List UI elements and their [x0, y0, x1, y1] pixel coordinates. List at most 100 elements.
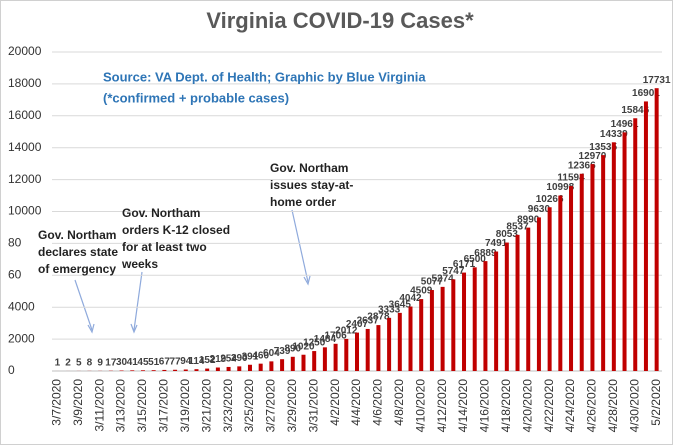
value-label: 6889 [474, 248, 497, 259]
bar [494, 251, 499, 371]
bar [590, 164, 595, 371]
bar [365, 328, 370, 371]
value-label: 17731 [643, 75, 671, 86]
x-tick-label: 4/20/2020 [520, 379, 534, 433]
y-tick-label: 18000 [8, 76, 42, 90]
value-label: 14339 [600, 129, 628, 140]
value-label: 13535 [589, 142, 617, 153]
bar [140, 370, 145, 371]
value-label: 94 [180, 356, 192, 367]
bar [622, 132, 627, 371]
value-label: 12970 [579, 151, 607, 162]
value-label: 10998 [546, 182, 574, 193]
value-label: 8053 [496, 229, 519, 240]
value-label: 30 [116, 357, 128, 368]
x-tick-label: 3/23/2020 [221, 379, 235, 433]
value-label: 10266 [536, 194, 564, 205]
value-label: 8990 [517, 214, 540, 225]
x-tick-label: 3/11/2020 [92, 379, 106, 432]
x-tick-label: 4/28/2020 [606, 379, 620, 433]
bar [504, 242, 509, 371]
x-tick-label: 4/6/2020 [371, 379, 385, 426]
bar [601, 155, 606, 371]
bar [440, 286, 445, 371]
x-tick-label: 4/12/2020 [435, 379, 449, 433]
value-label: 3645 [389, 300, 412, 311]
bar [280, 359, 285, 371]
bar [162, 369, 167, 371]
value-label: 14961 [611, 119, 639, 130]
x-tick-label: 5/2/2020 [649, 379, 663, 426]
annotation: issues stay-at- [270, 178, 353, 192]
value-label: 6500 [464, 254, 487, 265]
value-label: 2637 [357, 316, 380, 327]
value-label: 8 [87, 358, 93, 369]
x-tick-label: 4/24/2020 [563, 379, 577, 433]
y-tick-label: 4000 [8, 299, 35, 313]
bar [173, 369, 178, 371]
value-label: 2878 [367, 312, 390, 323]
bar [515, 234, 520, 371]
bar [419, 299, 424, 371]
x-tick-label: 3/7/2020 [50, 379, 64, 426]
bar [183, 369, 188, 371]
bar [269, 361, 274, 371]
value-label: 5077 [421, 277, 444, 288]
value-label: 41 [127, 357, 139, 368]
x-tick-label: 3/15/2020 [135, 379, 149, 433]
bar [451, 279, 456, 371]
x-tick-label: 4/18/2020 [499, 379, 513, 433]
source: (*confirmed + probable cases) [103, 90, 289, 105]
arrows [74, 209, 311, 334]
x-tick-label: 4/16/2020 [478, 379, 492, 433]
bar [472, 267, 477, 371]
value-label: 890 [284, 343, 301, 354]
value-label: 1020 [292, 341, 315, 352]
y-tick-label: 2000 [8, 331, 35, 345]
value-label: 290 [231, 353, 248, 364]
value-label: 8537 [506, 221, 529, 232]
x-tick-label: 3/13/2020 [114, 379, 128, 433]
value-label: 5274 [431, 274, 454, 285]
bar [247, 364, 252, 371]
value-label: 460 [252, 350, 269, 361]
x-tick-label: 3/27/2020 [264, 379, 278, 433]
x-tick-label: 4/22/2020 [542, 379, 556, 433]
value-label: 51 [148, 357, 160, 368]
chart-title: Virginia COVID-19 Cases* [206, 8, 474, 33]
value-label: 15846 [621, 105, 649, 116]
x-tick-label: 4/14/2020 [456, 379, 470, 433]
bar [611, 142, 616, 371]
annotation: declares state [38, 245, 118, 259]
value-label: 2 [65, 358, 71, 369]
bar [258, 363, 263, 371]
bar [387, 317, 392, 371]
value-label: 9630 [528, 204, 551, 215]
x-tick-label: 3/29/2020 [285, 379, 299, 433]
bar [397, 312, 402, 371]
bar [579, 173, 584, 371]
value-label: 1250 [303, 338, 326, 349]
x-tick-label: 4/8/2020 [392, 379, 406, 426]
source: Source: VA Dept. of Health; Graphic by B… [103, 69, 426, 84]
x-tick-label: 3/17/2020 [157, 379, 171, 433]
value-label: 12366 [568, 160, 596, 171]
bar [408, 306, 413, 371]
bar [312, 351, 317, 371]
value-label: 5747 [442, 266, 465, 277]
x-tick-label: 4/26/2020 [585, 379, 599, 433]
y-tick-label: 14000 [8, 140, 42, 154]
y-tick-label: 12000 [8, 172, 42, 186]
bar [344, 338, 349, 371]
annotation: home order [270, 195, 336, 209]
bar [526, 227, 531, 371]
bar [429, 290, 434, 371]
value-label: 67 [159, 357, 171, 368]
bar [194, 369, 199, 371]
x-tick-label: 3/21/2020 [199, 379, 213, 433]
value-label: 6171 [453, 259, 476, 270]
annotation: weeks [121, 257, 158, 271]
value-label: 3333 [378, 304, 401, 315]
value-label: 1706 [324, 330, 347, 341]
